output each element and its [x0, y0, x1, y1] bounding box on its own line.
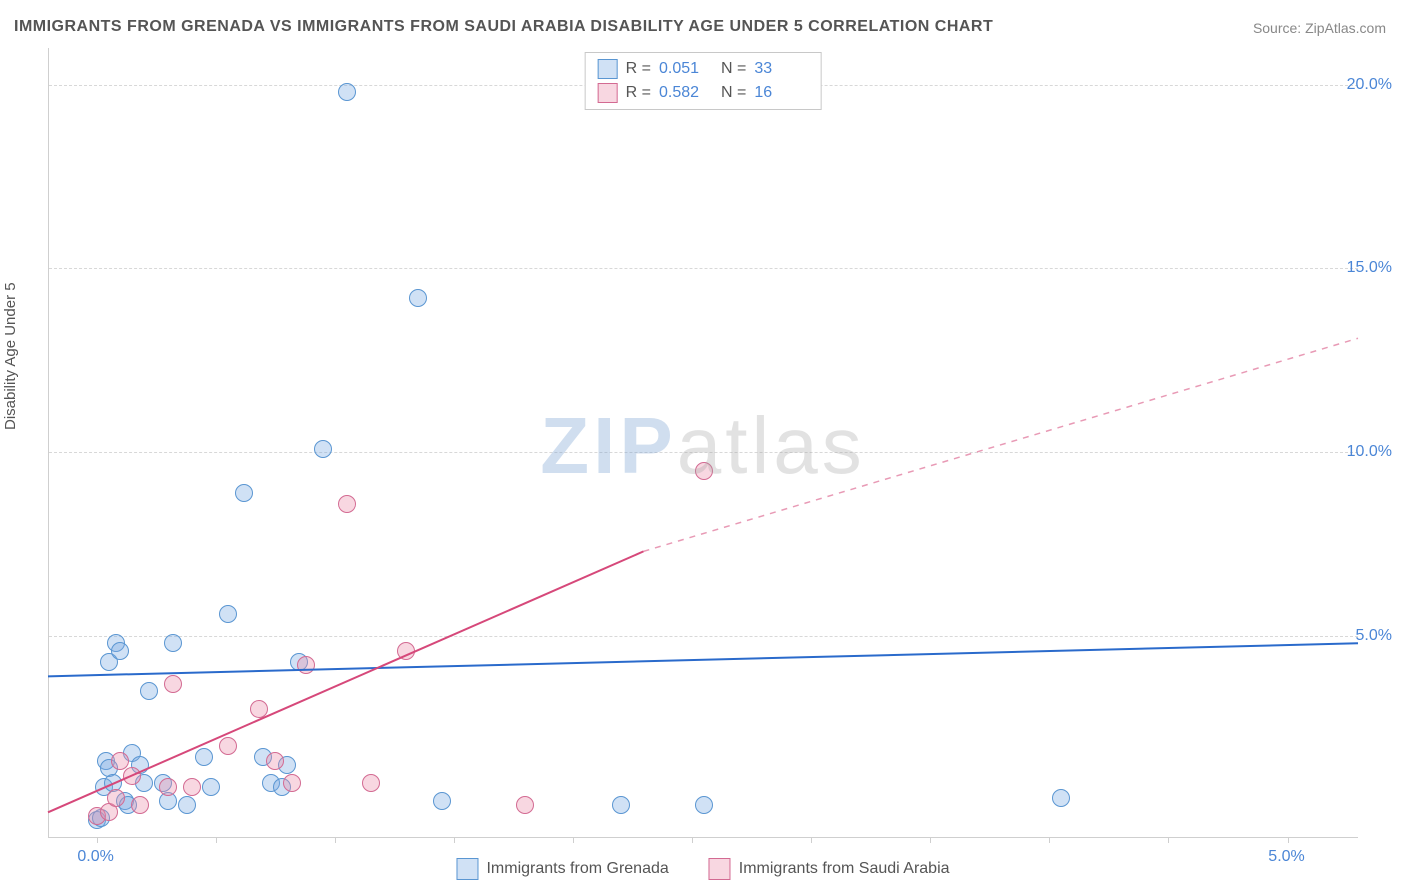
y-axis-label: Disability Age Under 5 [2, 282, 19, 430]
x-tick-label: 5.0% [1268, 848, 1304, 866]
regression-extrapolation-saudi [643, 338, 1358, 551]
legend-swatch-grenada [456, 858, 478, 880]
y-tick-label: 10.0% [1347, 443, 1392, 461]
y-tick-label: 15.0% [1347, 259, 1392, 277]
legend-swatch-saudi [709, 858, 731, 880]
regression-line-grenada [48, 643, 1358, 676]
legend-item-saudi: Immigrants from Saudi Arabia [709, 858, 950, 880]
source-attribution: Source: ZipAtlas.com [1253, 20, 1386, 36]
stats-row-grenada: R = 0.051 N = 33 [598, 57, 809, 81]
legend-item-grenada: Immigrants from Grenada [456, 858, 668, 880]
n-label: N = [721, 84, 746, 102]
n-label: N = [721, 60, 746, 78]
stats-legend-box: R = 0.051 N = 33 R = 0.582 N = 16 [585, 52, 822, 110]
r-label: R = [626, 60, 651, 78]
n-value: 33 [754, 60, 808, 78]
legend-label: Immigrants from Saudi Arabia [739, 860, 950, 877]
regression-line-saudi [48, 551, 643, 812]
n-value: 16 [754, 84, 808, 102]
regression-lines [48, 48, 1358, 838]
y-tick-label: 20.0% [1347, 76, 1392, 94]
r-label: R = [626, 84, 651, 102]
r-value: 0.051 [659, 60, 713, 78]
chart-container: IMMIGRANTS FROM GRENADA VS IMMIGRANTS FR… [0, 0, 1406, 892]
series-legend: Immigrants from Grenada Immigrants from S… [456, 858, 949, 880]
x-tick-label: 0.0% [77, 848, 113, 866]
legend-label: Immigrants from Grenada [486, 860, 668, 877]
stats-row-saudi: R = 0.582 N = 16 [598, 81, 809, 105]
chart-title: IMMIGRANTS FROM GRENADA VS IMMIGRANTS FR… [14, 18, 993, 36]
swatch-grenada [598, 59, 618, 79]
y-tick-label: 5.0% [1356, 627, 1392, 645]
r-value: 0.582 [659, 84, 713, 102]
swatch-saudi [598, 83, 618, 103]
